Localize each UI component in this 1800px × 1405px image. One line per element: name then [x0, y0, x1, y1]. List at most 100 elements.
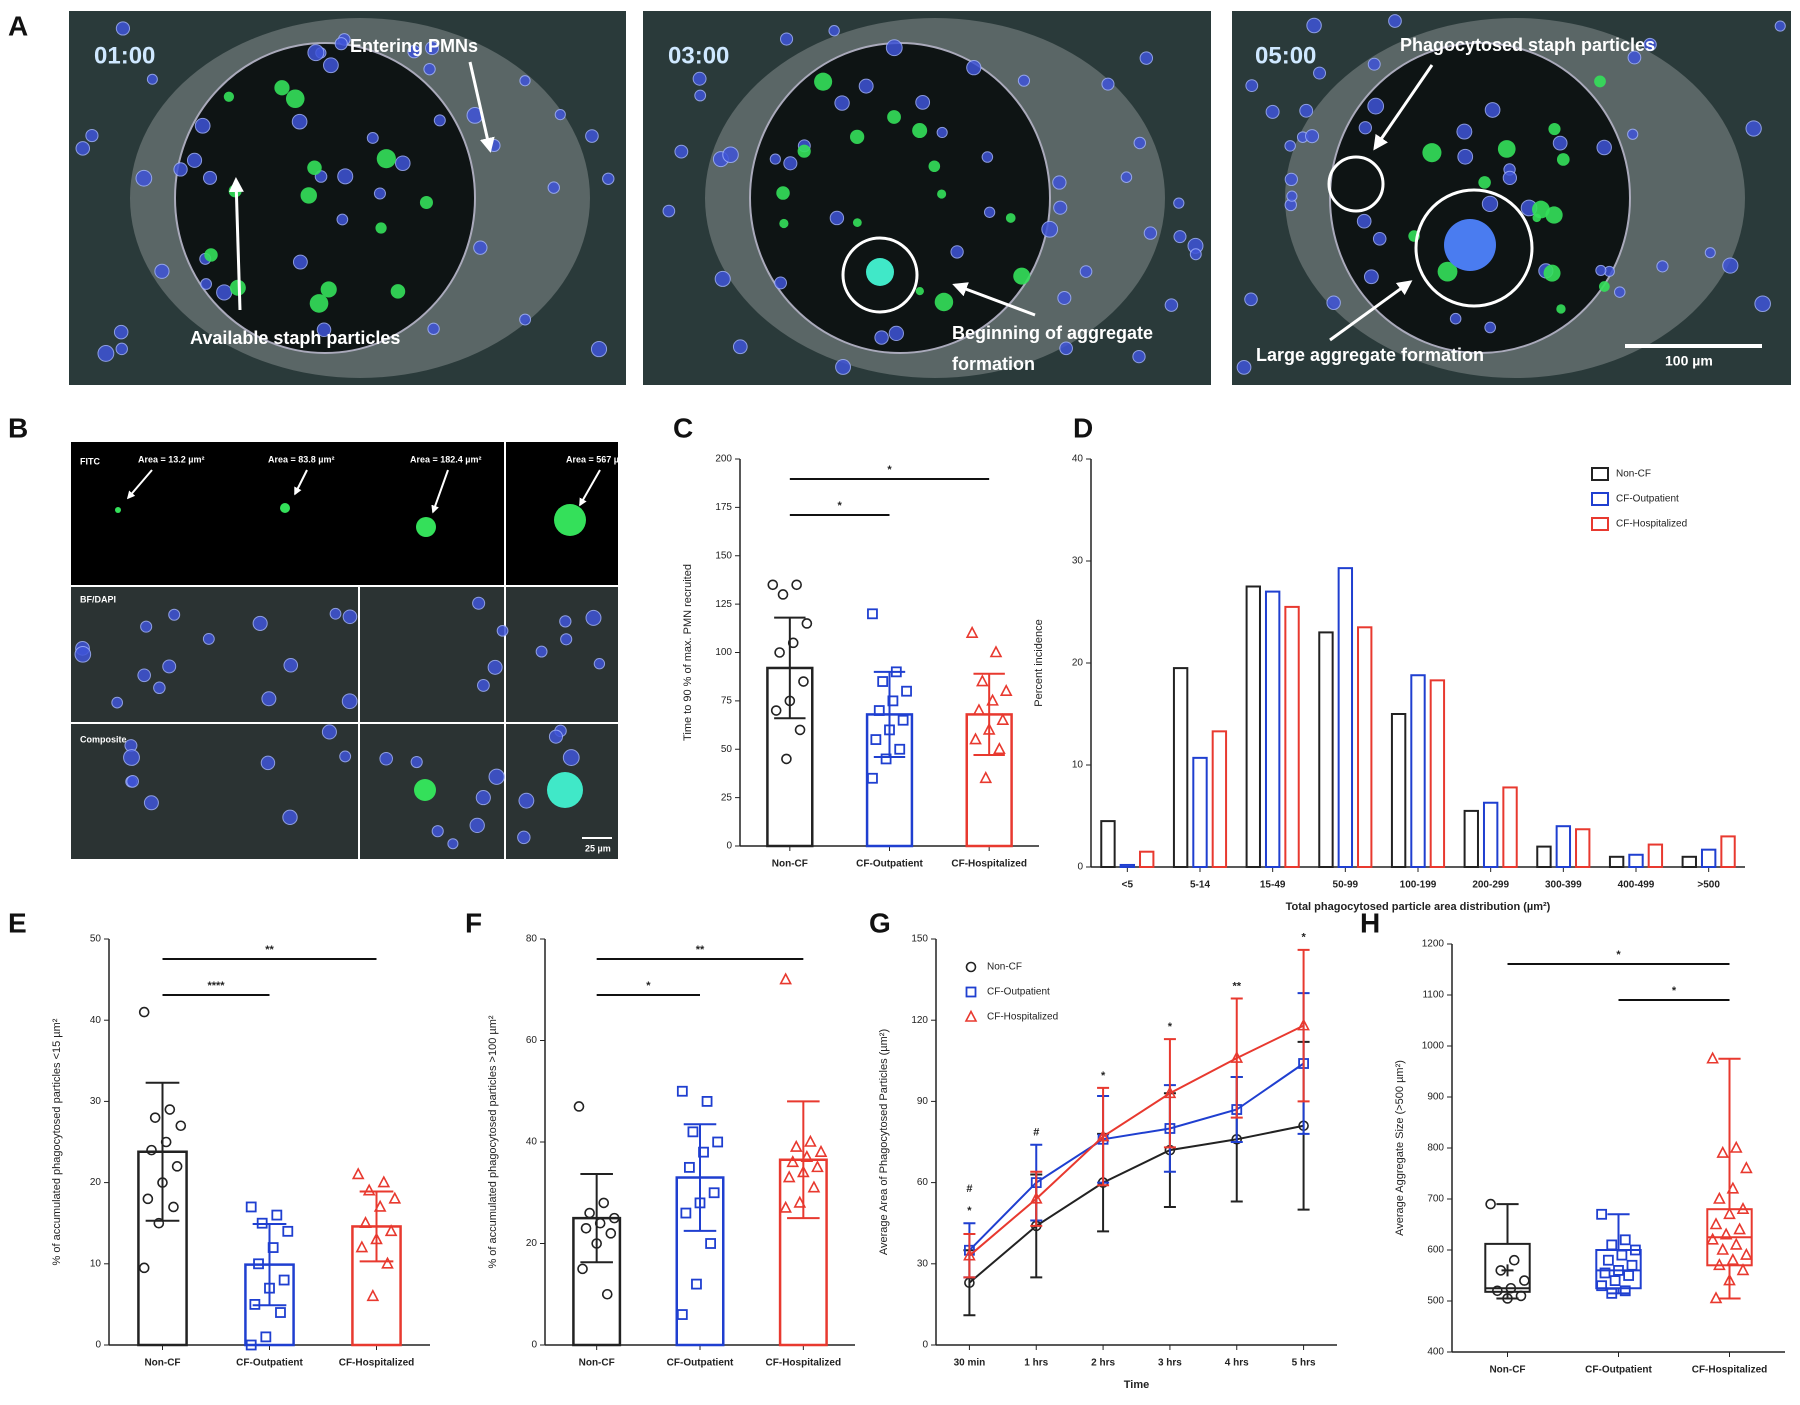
cell	[1614, 286, 1626, 298]
cell	[1173, 230, 1187, 244]
cell	[1139, 51, 1154, 65]
cell	[1456, 123, 1473, 140]
data-point	[972, 703, 986, 716]
data-point	[999, 683, 1013, 696]
data-point	[253, 1258, 264, 1270]
annotation: *	[1101, 1070, 1106, 1082]
time-label: 05:00	[1255, 42, 1316, 69]
cell	[334, 37, 348, 51]
data-point	[175, 1120, 187, 1132]
particle	[547, 772, 583, 808]
cell	[1053, 200, 1068, 215]
series-line	[968, 1062, 1305, 1251]
data-point	[1502, 1293, 1513, 1304]
data-point	[362, 1183, 376, 1196]
data-point	[694, 1197, 706, 1209]
data-point	[1709, 1217, 1723, 1230]
cell	[1244, 292, 1258, 307]
cell	[585, 609, 602, 626]
cell	[1313, 66, 1327, 80]
data-point	[867, 772, 878, 784]
error-bar	[1030, 1170, 1043, 1227]
label: Large aggregate formation	[1256, 345, 1484, 365]
whisker	[1718, 1265, 1741, 1300]
bar	[1192, 756, 1208, 868]
annotation: #	[966, 1183, 972, 1195]
y-tick-label: 120	[911, 1015, 928, 1026]
cell	[307, 44, 325, 62]
data-point	[1736, 1201, 1750, 1214]
data-point	[1629, 1244, 1641, 1256]
bar	[1284, 605, 1300, 869]
error-bar	[1097, 1086, 1110, 1187]
y-tick-label: 0	[1077, 862, 1083, 873]
cell	[769, 153, 781, 165]
annotations-a	[126, 61, 1762, 839]
particle	[915, 287, 924, 296]
particle	[320, 281, 337, 298]
data-point	[1713, 1191, 1726, 1204]
significance-label: ****	[207, 980, 225, 992]
data-point	[1740, 1161, 1753, 1174]
data-point	[787, 637, 799, 649]
data-point	[146, 1144, 157, 1156]
y-tick-label: 75	[721, 696, 733, 707]
cell	[1143, 226, 1158, 240]
bar	[1608, 855, 1625, 868]
x-tick-label: 100-199	[1400, 880, 1437, 891]
cell	[519, 75, 531, 87]
cell	[168, 608, 181, 621]
cell	[407, 44, 421, 59]
particle	[376, 149, 396, 169]
data-point	[275, 1307, 286, 1318]
y-axis-label: % of accumulated phagocytosed particles …	[487, 1015, 499, 1268]
area-label: Area = 567 µm²	[566, 454, 630, 464]
data-point	[245, 1339, 257, 1351]
bar	[1463, 809, 1479, 869]
cell	[1596, 139, 1612, 156]
data-point	[1029, 1191, 1043, 1204]
y-tick-label: 1200	[1422, 939, 1445, 950]
cell	[1173, 197, 1185, 209]
data-point	[1709, 1291, 1723, 1304]
data-point	[1613, 1265, 1624, 1276]
data-point	[1495, 1265, 1507, 1276]
data-point	[1297, 1018, 1310, 1031]
y-tick-label: 0	[726, 841, 732, 852]
x-tick-label: 5-14	[1190, 880, 1210, 891]
data-point	[770, 705, 782, 716]
data-point	[355, 1240, 369, 1253]
x-tick-label: CF-Outpatient	[667, 1358, 734, 1369]
particle	[776, 186, 790, 200]
cell	[1079, 265, 1093, 278]
data-point	[384, 1224, 398, 1237]
particle	[866, 258, 894, 286]
label: Available staph particles	[190, 328, 400, 348]
arrow	[228, 177, 244, 311]
cell	[252, 615, 268, 631]
cell	[983, 206, 996, 218]
data-point	[680, 1207, 692, 1219]
data-point	[138, 1262, 150, 1274]
cell	[1363, 269, 1379, 285]
cell	[1643, 37, 1657, 52]
chamber	[174, 42, 476, 354]
y-axis-label: Percent incidence	[1033, 619, 1045, 706]
label: Phagocytosed staph particles	[1400, 35, 1655, 55]
cell	[858, 78, 874, 94]
cell	[1265, 104, 1280, 119]
data-point	[1596, 1280, 1608, 1292]
particle	[797, 144, 811, 158]
x-tick-label: 4 hrs	[1225, 1358, 1249, 1369]
y-tick-label: 20	[526, 1238, 538, 1249]
data-point	[777, 589, 789, 600]
cell	[834, 95, 850, 111]
error-bar	[1297, 948, 1310, 1103]
bar	[1575, 828, 1591, 869]
legend-label: CF-Hospitalized	[987, 1012, 1058, 1023]
data-point	[1096, 1129, 1110, 1142]
particle	[300, 187, 317, 204]
cell	[1484, 321, 1497, 334]
bar	[1139, 850, 1155, 869]
error-bar	[774, 616, 806, 720]
